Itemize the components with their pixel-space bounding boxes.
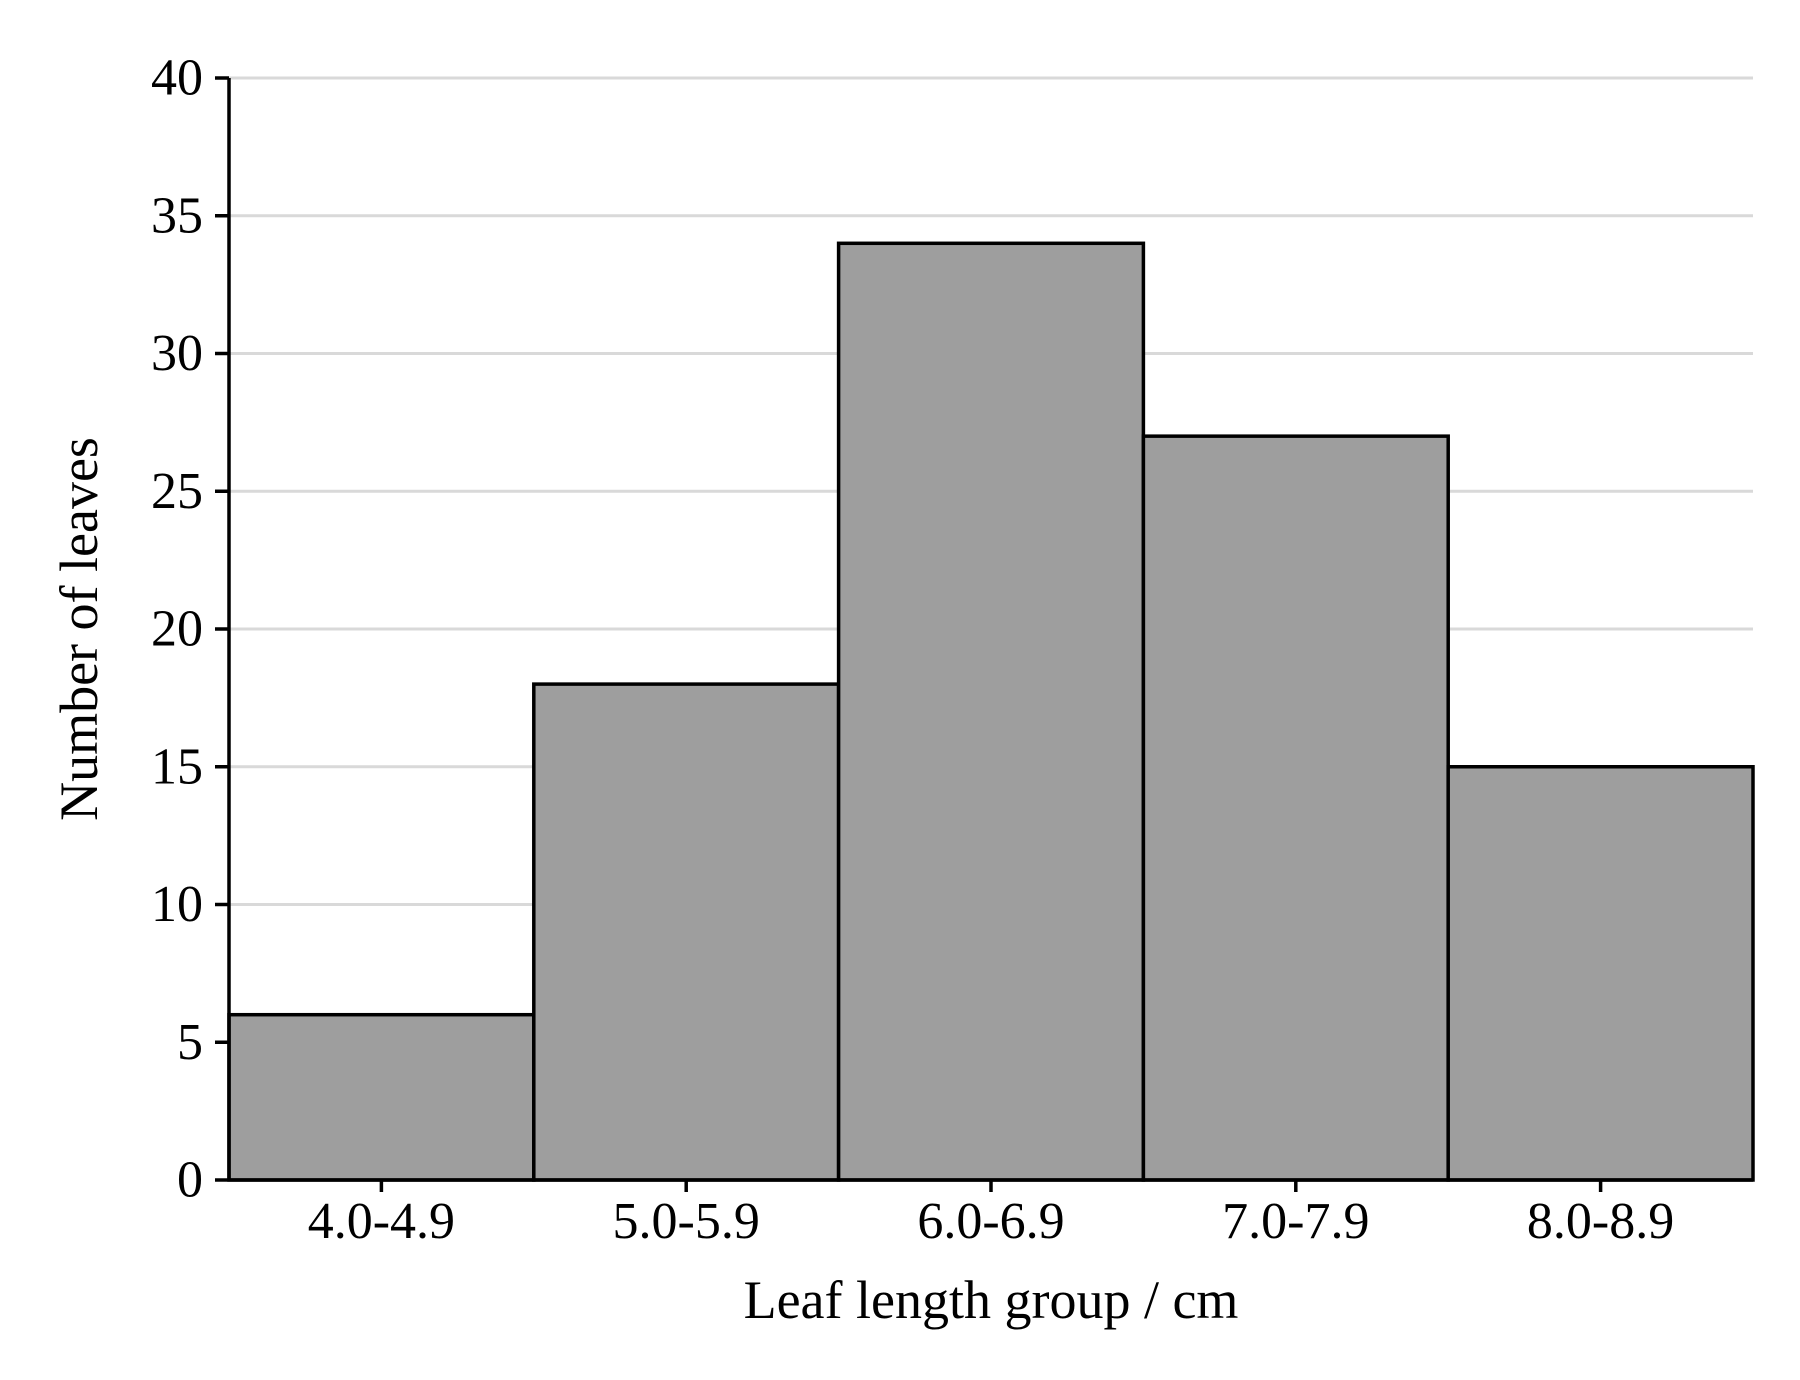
x-ticks: 4.0-4.9 5.0-5.9 6.0-6.9 7.0-7.9 8.0-8.9	[308, 1180, 1674, 1250]
x-tick-label: 6.0-6.9	[917, 1193, 1064, 1250]
y-tick-label: 15	[151, 738, 203, 795]
y-tick-label: 5	[177, 1014, 203, 1071]
x-axis-title: Leaf length group / cm	[744, 1270, 1239, 1330]
bar-4.0-4.9	[227, 1012, 536, 1182]
y-tick-label: 30	[151, 325, 203, 382]
bars	[227, 241, 1755, 1182]
y-tick-label: 10	[151, 876, 203, 933]
bar-7.0-7.9	[1141, 434, 1450, 1182]
x-tick-label: 8.0-8.9	[1527, 1193, 1674, 1250]
bar-6.0-6.9	[836, 241, 1146, 1182]
y-tick-label: 20	[151, 601, 203, 658]
y-tick-label: 25	[151, 463, 203, 520]
y-tick-label: 35	[151, 187, 203, 244]
y-ticks: 0 5 10 15 20 25 30 35 40	[151, 50, 229, 1209]
bar-5.0-5.9	[532, 682, 841, 1182]
x-tick-label: 7.0-7.9	[1222, 1193, 1369, 1250]
x-tick-label: 4.0-4.9	[308, 1193, 455, 1250]
y-tick-label: 0	[177, 1152, 203, 1209]
y-axis-title: Number of leaves	[49, 437, 109, 821]
y-tick-label: 40	[151, 50, 203, 107]
bar-8.0-8.9	[1446, 765, 1755, 1182]
x-tick-label: 5.0-5.9	[613, 1193, 760, 1250]
